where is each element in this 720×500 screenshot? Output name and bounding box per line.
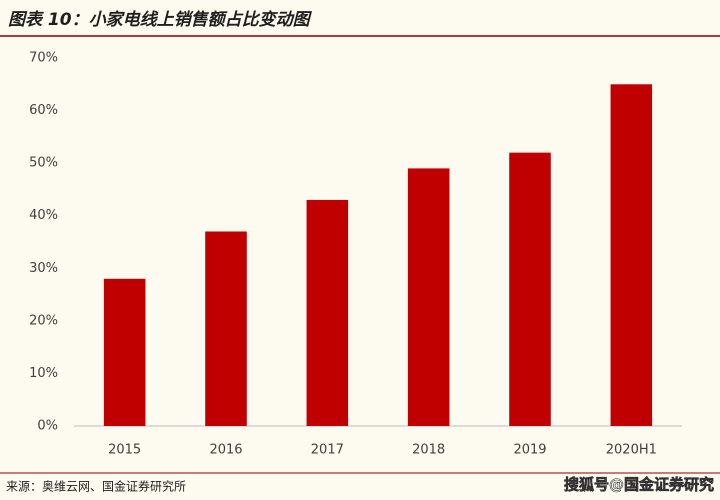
- x-tick-label: 2016: [209, 443, 242, 458]
- x-tick-label: 2015: [108, 443, 141, 458]
- y-tick-label: 30%: [29, 261, 58, 276]
- x-tick-label: 2018: [412, 443, 445, 458]
- y-tick-label: 10%: [29, 366, 58, 381]
- source-note: 来源：奥维云网、国金证券研究所: [6, 479, 186, 494]
- y-tick-label: 0%: [37, 419, 58, 434]
- bar: [205, 231, 247, 426]
- y-tick-label: 20%: [29, 313, 58, 328]
- y-tick-label: 50%: [29, 156, 58, 171]
- bar: [407, 168, 450, 426]
- x-tick-label: 2020H1: [606, 443, 657, 458]
- chart-title: 图表 10：小家电线上销售额占比变动图: [8, 10, 313, 30]
- bar: [306, 199, 349, 426]
- bar: [610, 84, 653, 427]
- x-tick-label: 2019: [513, 443, 546, 458]
- y-tick-label: 60%: [29, 103, 58, 118]
- x-tick-label: 2017: [311, 443, 344, 458]
- y-tick-label: 70%: [29, 51, 58, 66]
- watermark: 搜狐号@国金证券研究: [564, 476, 714, 494]
- bar: [509, 152, 551, 426]
- bar: [103, 278, 146, 426]
- y-tick-label: 40%: [29, 208, 58, 223]
